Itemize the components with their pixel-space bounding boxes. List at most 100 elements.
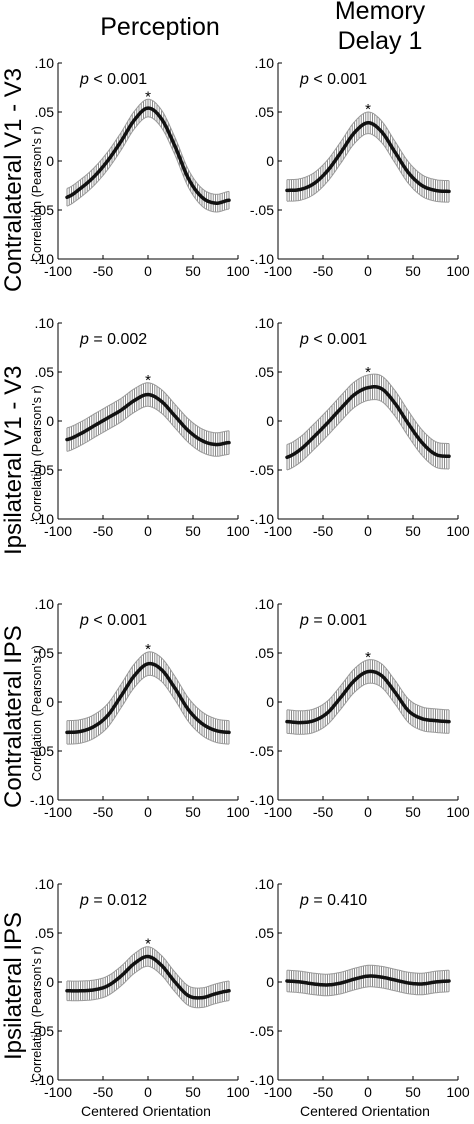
data-point	[120, 975, 122, 977]
data-point	[214, 992, 217, 995]
x-tick-label: 100	[226, 1084, 250, 1100]
error-band-lower	[67, 965, 230, 1009]
x-tick-label: -50	[93, 523, 113, 539]
p-value-label: p = 0.001	[299, 612, 367, 629]
p-value: < 0.001	[309, 331, 367, 348]
y-tick-label: .05	[35, 645, 55, 661]
y-tick-label: 0	[266, 153, 274, 169]
data-point	[201, 722, 203, 725]
y-tick-label: -.10	[30, 792, 54, 808]
x-axis-label-memory: Centered Orientation	[300, 1103, 430, 1119]
x-tick-label: 100	[226, 263, 250, 279]
p-symbol: p	[299, 71, 309, 88]
y-tick-label: -.10	[250, 251, 274, 267]
panel-2: .10 .05 0 -.05 -.10-100 -50 0 50 100 * p < 0.001	[250, 55, 470, 279]
column-title-perception-text: Perception	[100, 13, 220, 41]
column-title-memory: Memory Delay 1	[290, 0, 470, 56]
column-title-memory-line1: Memory	[334, 0, 426, 25]
error-band-lower	[66, 116, 230, 213]
data-point	[326, 984, 329, 986]
x-tick-label: -100	[44, 1084, 72, 1100]
error-band-lower	[67, 674, 229, 745]
x-tick-label: 100	[446, 1084, 470, 1100]
y-tick-label: -.05	[250, 462, 274, 478]
data-point	[448, 455, 450, 458]
data-point	[340, 407, 342, 410]
y-tick-label: .05	[255, 364, 275, 380]
p-value: < 0.001	[309, 71, 367, 88]
y-tick-label: .10	[35, 596, 55, 612]
x-tick-label: 100	[446, 804, 470, 820]
x-tick-label: 100	[446, 523, 470, 539]
y-tick-label: 0	[266, 413, 274, 429]
data-point	[133, 674, 136, 677]
y-tick-label: .05	[35, 104, 55, 120]
x-tick-label: 100	[226, 804, 250, 820]
panel-8: .10 .05 0 -.05 -.10-100 -50 0 50 100 p = 0.410	[250, 876, 470, 1100]
data-point	[353, 978, 356, 980]
x-tick-label: -50	[313, 1084, 333, 1100]
error-band-upper	[286, 373, 449, 445]
data-point	[214, 729, 217, 732]
y-tick-label: .10	[255, 876, 275, 892]
x-tick-label: 0	[144, 1084, 152, 1100]
y-tick-label: .10	[35, 315, 55, 331]
p-symbol: p	[79, 612, 89, 629]
data-point	[299, 448, 302, 451]
p-value: = 0.410	[309, 892, 367, 909]
x-tick-label: -100	[264, 263, 292, 279]
data-point	[201, 196, 203, 199]
data-point	[79, 990, 82, 992]
x-tick-label: -50	[93, 804, 113, 820]
data-point	[286, 720, 288, 723]
data-point	[66, 196, 68, 199]
p-value-label: p < 0.001	[299, 331, 367, 348]
data-point	[380, 976, 383, 978]
data-point	[201, 439, 203, 442]
data-point	[353, 679, 356, 682]
x-tick-label: -100	[264, 1084, 292, 1100]
x-tick-label: 0	[144, 523, 152, 539]
column-title-memory-line2: Delay 1	[337, 27, 423, 55]
data-point	[421, 983, 423, 985]
y-tick-label: 0	[266, 974, 274, 990]
data-point	[407, 171, 410, 174]
data-point	[120, 140, 122, 143]
data-point	[340, 151, 342, 153]
data-point	[187, 177, 190, 180]
column-title-perception: Perception	[70, 12, 250, 42]
significance-marker: *	[145, 936, 151, 953]
data-point	[421, 184, 423, 187]
y-tick-label: -.10	[250, 1072, 274, 1088]
data-point	[448, 720, 450, 723]
y-tick-label: -.05	[30, 743, 54, 759]
data-point	[228, 441, 230, 444]
data-point	[340, 982, 342, 984]
data-point	[214, 443, 217, 446]
p-symbol: p	[299, 331, 309, 348]
x-tick-label: 0	[364, 804, 372, 820]
p-symbol: p	[79, 892, 89, 909]
x-tick-label: 100	[446, 263, 470, 279]
y-tick-label: .05	[255, 925, 275, 941]
y-tick-label: -.10	[250, 792, 274, 808]
p-value-label: p = 0.002	[79, 331, 147, 348]
data-point	[340, 696, 342, 698]
y-tick-label: 0	[46, 153, 54, 169]
data-point	[66, 731, 68, 734]
data-point	[407, 982, 410, 984]
p-symbol: p	[79, 331, 89, 348]
data-point	[133, 119, 136, 121]
x-tick-label: 50	[405, 523, 421, 539]
data-point	[201, 996, 203, 999]
x-tick-label: -100	[264, 523, 292, 539]
x-tick-label: 50	[405, 804, 421, 820]
x-tick-label: 0	[364, 1084, 372, 1100]
x-tick-label: 50	[405, 263, 421, 279]
data-point	[299, 981, 302, 983]
x-tick-label: 100	[226, 523, 250, 539]
y-tick-label: -.05	[30, 1023, 54, 1039]
data-point	[380, 130, 383, 133]
significance-marker: *	[365, 649, 371, 666]
significance-marker: *	[145, 372, 151, 389]
